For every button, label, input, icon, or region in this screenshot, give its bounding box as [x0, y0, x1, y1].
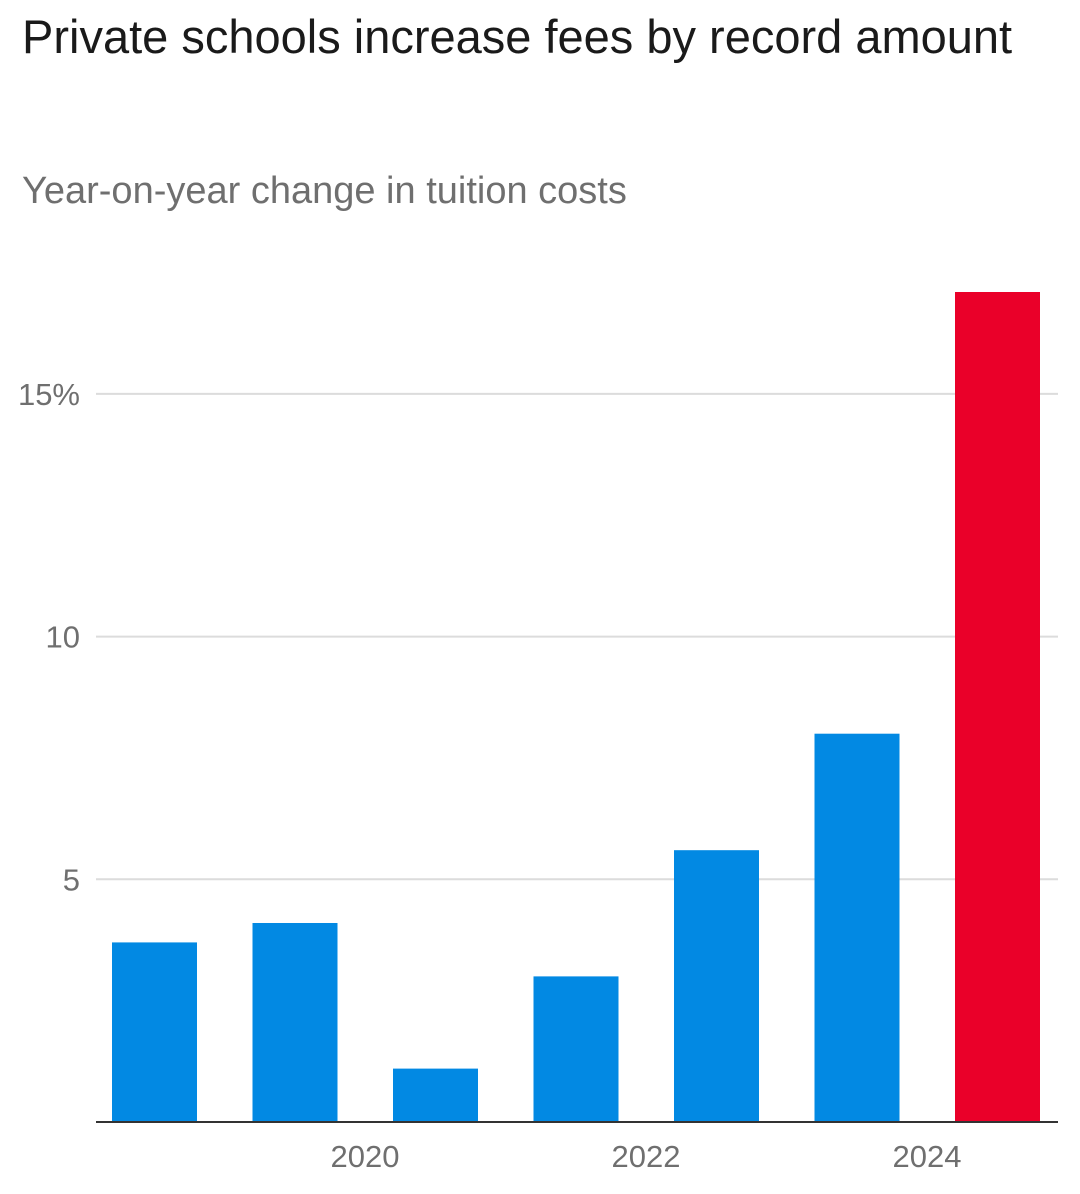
gridlines	[96, 392, 1058, 881]
bar-2020	[252, 922, 338, 1122]
bar-2023	[674, 850, 759, 1122]
x-tick-label: 2020	[331, 1139, 400, 1174]
y-tick-label: 15%	[18, 377, 80, 412]
x-tick-label: 2022	[612, 1139, 681, 1174]
bars	[112, 292, 1040, 1122]
chart-title: Private schools increase fees by record …	[22, 10, 1013, 63]
bar-2019	[112, 942, 197, 1122]
y-tick-label: 10	[46, 620, 80, 655]
axes: 5 10 15% 2020 2022 2024	[18, 377, 1058, 1174]
chart-subtitle: Year-on-year change in tuition costs	[22, 170, 627, 212]
bar-2024	[814, 733, 900, 1122]
y-tick-label: 5	[63, 862, 80, 897]
bar-2022	[533, 976, 619, 1122]
bar-2021	[393, 1068, 478, 1122]
x-tick-label: 2024	[893, 1139, 962, 1174]
bar-2025	[955, 292, 1040, 1122]
